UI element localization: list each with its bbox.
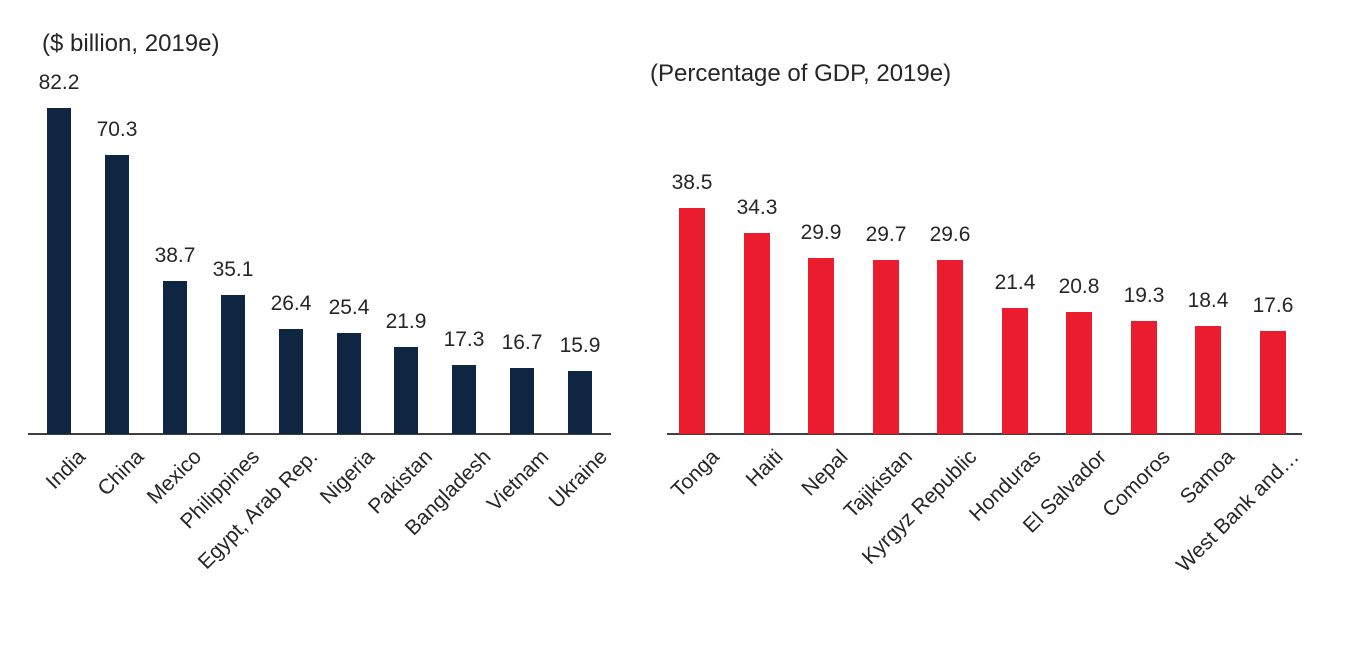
bar-egypt-arab-rep [279,329,303,434]
bar-ukraine [568,371,592,434]
bar-nepal [808,258,834,434]
right-chart-title: (Percentage of GDP, 2019e) [650,60,952,87]
bar-value-label: 18.4 [1187,289,1229,312]
bar-tajikistan [873,260,899,434]
bar-value-label: 29.9 [800,221,842,244]
category-label: Ukraine [544,445,612,513]
bar-value-label: 20.8 [1058,275,1100,298]
bar-value-label: 15.9 [559,334,601,357]
bar-value-label: 70.3 [96,118,138,141]
bar-haiti [744,233,770,434]
bar-china [105,155,129,434]
category-label: Comoros [1098,445,1175,522]
bar-tonga [679,208,705,434]
category-label: China [93,445,149,501]
bar-nigeria [337,333,361,434]
bar-kyrgyz-republic [937,260,963,434]
left-chart-title: ($ billion, 2019e) [42,30,220,57]
bar-value-label: 17.3 [443,328,485,351]
bar-value-label: 25.4 [328,296,370,319]
bar-value-label: 38.5 [671,171,713,194]
bar-value-label: 29.6 [929,223,971,246]
bar-value-label: 21.4 [994,271,1036,294]
category-label: Samoa [1176,445,1240,509]
bar-value-label: 34.3 [736,196,778,219]
category-label: Tonga [666,445,724,503]
left-chart-x-axis-line [28,433,611,435]
category-label: Vietnam [483,445,554,516]
bar-honduras [1002,308,1028,434]
category-label: India [42,445,91,494]
bar-philippines [221,295,245,434]
category-label: Nepal [797,445,853,501]
bar-samoa [1195,326,1221,434]
bar-el-salvador [1066,312,1092,434]
right-chart-x-axis-line [667,433,1302,435]
bar-vietnam [510,368,534,434]
bar-pakistan [394,347,418,434]
bar-value-label: 29.7 [865,223,907,246]
bar-india [47,108,71,434]
bar-comoros [1131,321,1157,434]
bar-bangladesh [452,365,476,434]
bar-value-label: 21.9 [385,310,427,333]
bar-mexico [163,281,187,434]
category-label: Kyrgyz Republic [858,445,982,569]
category-label: Haiti [741,445,788,492]
category-label: West Bank and… [1172,445,1304,577]
bar-value-label: 26.4 [270,292,312,315]
bar-value-label: 82.2 [38,71,80,94]
bar-value-label: 17.6 [1252,294,1294,317]
bar-west-bank-and [1260,331,1286,434]
bar-value-label: 16.7 [501,331,543,354]
bar-value-label: 38.7 [154,244,196,267]
bar-value-label: 35.1 [212,258,254,281]
bar-value-label: 19.3 [1123,284,1165,307]
